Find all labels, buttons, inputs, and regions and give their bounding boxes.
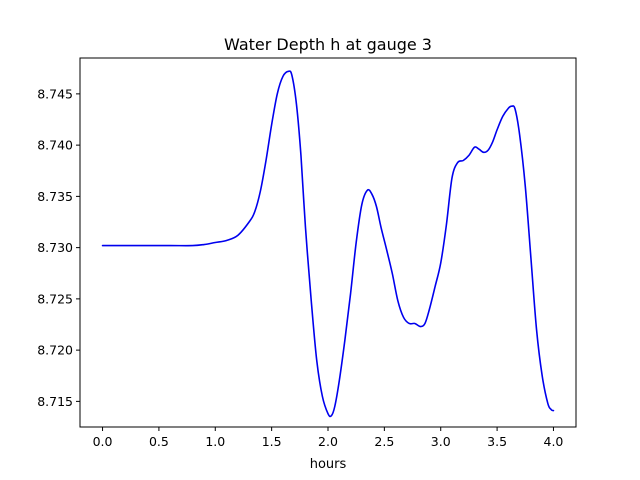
axes-frame	[79, 57, 577, 428]
series-line-0	[101, 70, 555, 418]
y-tick-label: 8.720	[37, 343, 73, 358]
x-tick-label: 3.0	[431, 434, 451, 449]
y-tick-label: 8.715	[37, 394, 73, 409]
y-tick-label: 8.735	[37, 189, 73, 204]
x-tick-label: 4.0	[544, 434, 564, 449]
x-axis-label: hours	[310, 457, 347, 472]
y-tick-label: 8.730	[37, 240, 73, 255]
x-tick-label: 0.5	[149, 434, 169, 449]
x-tick-label: 2.0	[318, 434, 338, 449]
plot-area	[101, 70, 555, 418]
x-tick-label: 0.0	[93, 434, 113, 449]
x-axis: 0.0 0.5 1.0 1.5 2.0 2.5 3.0 3.5 4.0	[93, 427, 564, 449]
y-tick-label: 8.745	[37, 86, 73, 101]
y-tick-label: 8.740	[37, 138, 73, 153]
chart-title: Water Depth h at gauge 3	[224, 35, 432, 54]
y-tick-label: 8.725	[37, 291, 73, 306]
x-tick-label: 1.0	[205, 434, 225, 449]
x-tick-label: 1.5	[262, 434, 282, 449]
y-axis: 8.715 8.720 8.725 8.730 8.735 8.740 8.745	[37, 86, 80, 409]
x-tick-label: 2.5	[374, 434, 394, 449]
x-tick-label: 3.5	[487, 434, 507, 449]
